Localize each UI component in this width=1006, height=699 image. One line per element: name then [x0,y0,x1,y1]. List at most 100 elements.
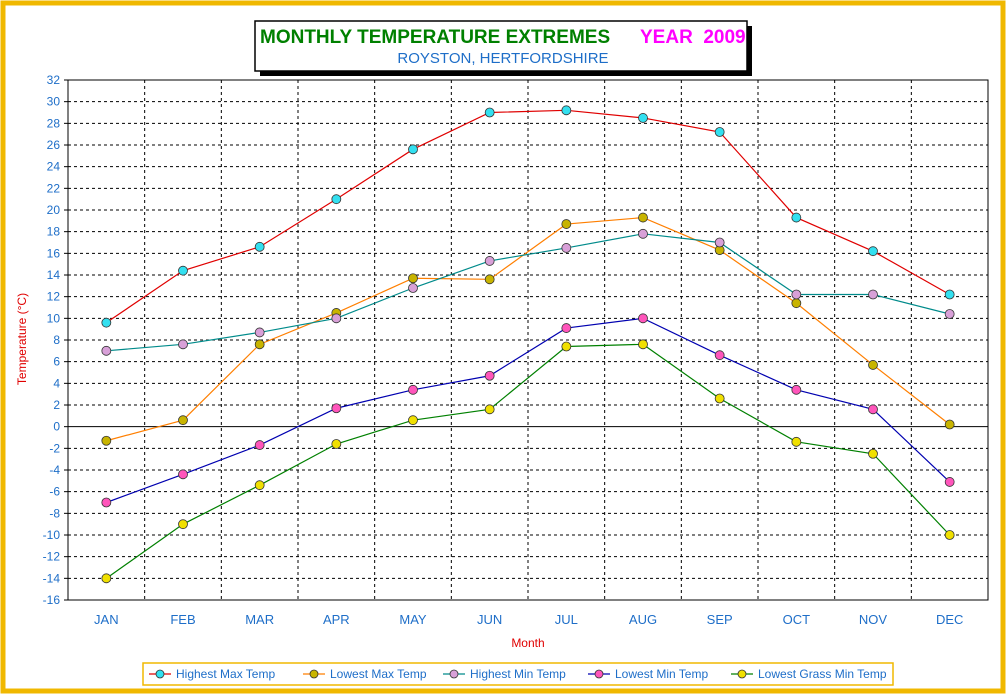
data-point [944,289,955,300]
legend-item: Highest Max Temp [149,667,275,681]
data-point [638,339,648,350]
legend-item: Highest Min Temp [443,667,566,681]
y-tick-label: 0 [53,420,60,434]
legend-label: Lowest Max Temp [330,667,427,681]
legend-label: Highest Max Temp [176,667,275,681]
legend-item: Lowest Min Temp [588,667,708,681]
legend-swatch-marker [449,669,459,679]
data-point [101,317,112,328]
data-point [484,404,495,415]
series-highest-max-temp [101,105,955,328]
data-point [868,289,878,300]
data-point [254,339,265,350]
data-point [714,350,725,361]
data-point [484,107,495,118]
x-tick-label: JUL [555,612,578,627]
data-point [178,469,188,480]
y-tick-label: -10 [43,528,61,542]
data-point [178,265,188,276]
y-tick-label: 24 [47,160,61,174]
y-tick-label: 4 [53,376,60,390]
x-tick-label: APR [323,612,350,627]
data-point [254,241,265,252]
data-point [254,327,265,338]
data-point [638,228,648,239]
x-tick-label: JUN [477,612,502,627]
legend-swatch-marker [594,669,604,679]
series-line [105,343,951,579]
chart-subtitle: ROYSTON, HERTFORDSHIRE [397,50,608,67]
y-tick-label: 28 [47,116,61,130]
series-highest-min-temp [101,228,955,356]
y-tick-label: 2 [53,398,60,412]
y-tick-label: 30 [47,95,61,109]
data-point [561,323,572,333]
data-point [791,212,802,223]
data-point [868,246,878,257]
y-tick-label: -2 [49,441,60,455]
y-tick-label: 16 [47,246,61,260]
data-point [944,309,955,319]
data-point [714,237,725,248]
data-point [408,384,418,395]
x-tick-label: AUG [629,612,657,627]
data-point [101,435,112,446]
data-point [408,273,418,284]
data-point [791,289,802,300]
data-point [944,530,955,540]
y-tick-label: 18 [47,225,61,239]
legend-swatch-marker [155,669,165,679]
data-point [408,283,418,293]
y-tick-label: 20 [47,203,61,217]
plot-border [67,79,989,601]
data-point [331,194,342,205]
legend-label: Lowest Grass Min Temp [758,667,887,681]
data-point [868,404,878,415]
data-point [484,274,495,285]
data-point [484,370,495,381]
data-point [331,403,342,414]
x-axis-label: Month [511,636,544,650]
legend-box [142,662,894,686]
series-lowest-grass-min-temp [101,339,955,584]
legend-item: Lowest Max Temp [303,667,427,681]
data-point [561,243,572,253]
y-axis-label: Temperature (°C) [15,293,29,385]
series-line [105,109,950,324]
data-point [638,113,648,123]
y-tick-label: 32 [47,73,61,87]
data-point [408,144,418,155]
data-point [561,341,572,352]
data-point [944,419,955,430]
series-line [106,317,951,504]
legend-label: Highest Min Temp [470,667,566,681]
y-tick-label: 26 [47,138,61,152]
legend-label: Lowest Min Temp [615,667,708,681]
data-point [714,127,725,137]
data-point [254,480,265,491]
legend-item: Lowest Grass Min Temp [731,667,887,681]
x-tick-label: JAN [94,612,119,627]
data-point [484,256,495,266]
data-point [868,448,878,459]
data-point [561,219,572,229]
y-tick-label: -6 [49,485,60,499]
title-box [254,20,748,72]
data-point [638,212,648,223]
data-point [791,436,802,447]
x-tick-label: SEP [707,612,733,627]
data-point [101,497,112,508]
x-tick-label: OCT [783,612,811,627]
y-tick-label: 12 [47,290,61,304]
chart-title: MONTHLY TEMPERATURE EXTREMES [260,27,610,48]
y-tick-label: -16 [43,593,61,607]
x-tick-label: MAR [245,612,274,627]
data-point [178,415,188,426]
series-line [106,233,950,352]
y-tick-label: 22 [47,181,61,195]
x-tick-label: DEC [936,612,963,627]
chart-title-year: YEAR 2009 [640,27,746,48]
y-tick-label: -8 [49,506,60,520]
